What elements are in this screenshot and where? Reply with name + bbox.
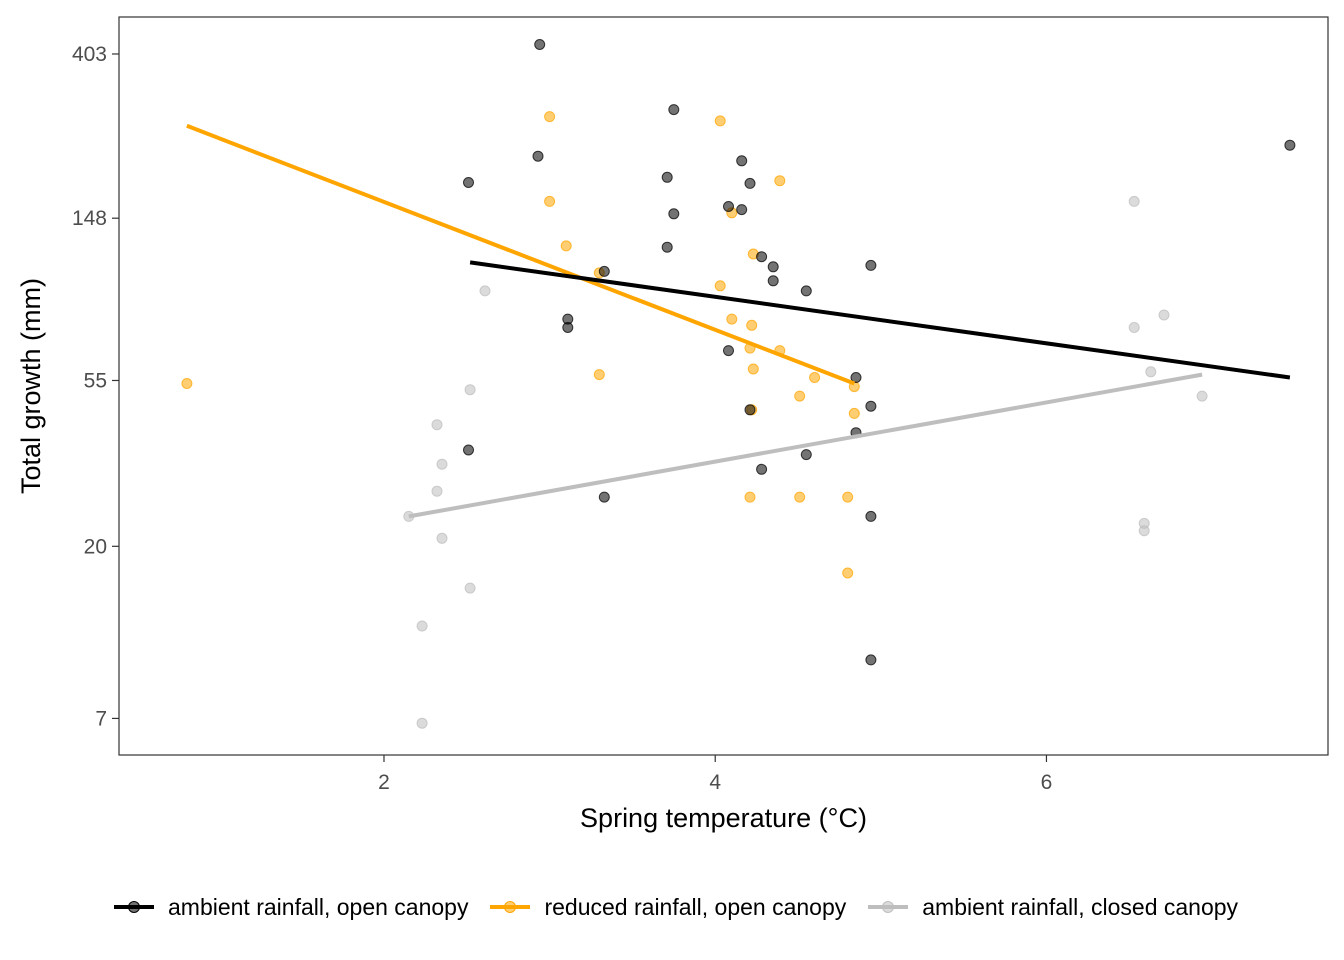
data-point [714, 280, 726, 292]
data-point [431, 485, 443, 497]
data-point [431, 419, 443, 431]
data-point [1128, 195, 1140, 207]
y-tick-label: 403 [72, 43, 107, 66]
panel-background [119, 17, 1328, 755]
legend: ambient rainfall, open canopy reduced ra… [112, 888, 1258, 926]
data-point [842, 491, 854, 503]
data-point [850, 372, 862, 383]
data-point [532, 150, 544, 162]
data-point [723, 201, 734, 212]
data-point [794, 390, 806, 402]
data-point [774, 175, 786, 187]
x-tick-label: 4 [709, 771, 721, 794]
data-point [794, 491, 806, 503]
data-point [598, 265, 610, 277]
data-point [1128, 322, 1140, 333]
data-point [668, 104, 680, 116]
x-tick-label: 2 [378, 771, 390, 794]
data-point [598, 491, 610, 503]
legend-key-reduced-open [490, 901, 531, 913]
data-point [726, 313, 738, 325]
fit-lines-layer [186, 123, 1291, 519]
data-point [181, 378, 193, 389]
y-axis: 7 20 55 148 403 [72, 43, 119, 730]
data-point [661, 171, 673, 183]
data-point [560, 240, 572, 252]
y-axis-title: Total growth (mm) [16, 278, 46, 494]
y-tick-label: 55 [84, 369, 107, 392]
y-tick-label: 148 [72, 207, 107, 230]
legend-item-reduced-open: reduced rainfall, open canopy [488, 892, 846, 922]
data-point [463, 177, 474, 188]
legend-item-ambient-closed: ambient rainfall, closed canopy [866, 892, 1238, 922]
data-point [562, 322, 574, 333]
legend-label-ambient-open: ambient rainfall, open canopy [168, 893, 469, 920]
data-point [767, 275, 779, 287]
fit-line [186, 123, 856, 386]
data-point [1196, 390, 1208, 402]
data-point [746, 319, 758, 331]
data-point [464, 582, 476, 594]
data-point [714, 115, 726, 127]
data-point [736, 204, 748, 216]
data-point [747, 363, 759, 375]
legend-label-ambient-closed: ambient rainfall, closed canopy [922, 893, 1239, 920]
data-point [1158, 309, 1170, 321]
data-point [736, 155, 748, 167]
data-point [436, 458, 448, 470]
legend-item-ambient-open: ambient rainfall, open canopy [112, 892, 468, 922]
x-axis: 2 4 6 [378, 755, 1052, 794]
data-point [848, 407, 860, 419]
x-tick-label: 6 [1041, 771, 1053, 794]
data-point [1284, 139, 1296, 151]
points-layer [181, 39, 1296, 729]
legend-key-ambient-closed [868, 901, 909, 913]
data-point [534, 39, 546, 50]
data-point [593, 369, 605, 381]
data-point [1145, 366, 1157, 378]
data-point [744, 177, 756, 189]
data-point [865, 259, 877, 271]
data-point [464, 384, 476, 396]
data-point [756, 251, 768, 263]
x-axis-title: Spring temperature (°C) [580, 803, 867, 833]
data-point [865, 400, 877, 412]
y-tick-label: 7 [95, 707, 107, 730]
data-point [744, 404, 756, 416]
data-point [416, 620, 428, 632]
y-tick-label: 20 [84, 535, 107, 558]
data-point [479, 285, 491, 297]
data-point [744, 491, 756, 503]
data-point [661, 241, 673, 253]
data-point [809, 372, 821, 383]
legend-label-reduced-open: reduced rainfall, open canopy [544, 893, 847, 920]
data-point [756, 463, 768, 475]
data-point [544, 195, 556, 207]
data-point [865, 510, 877, 522]
data-point [463, 444, 474, 456]
data-point [842, 567, 854, 579]
panel-border [118, 16, 1329, 756]
data-point [800, 285, 812, 297]
data-point [723, 345, 734, 357]
data-point [1138, 525, 1150, 537]
plot-panel [118, 16, 1329, 756]
data-point [865, 654, 877, 666]
data-point [767, 261, 779, 273]
fit-line [469, 260, 1291, 380]
legend-key-ambient-open [114, 901, 154, 913]
fit-line [408, 372, 1203, 519]
data-point [544, 111, 556, 123]
data-point [668, 208, 680, 220]
data-point [436, 532, 448, 544]
data-point [800, 449, 812, 461]
data-point [416, 717, 428, 729]
